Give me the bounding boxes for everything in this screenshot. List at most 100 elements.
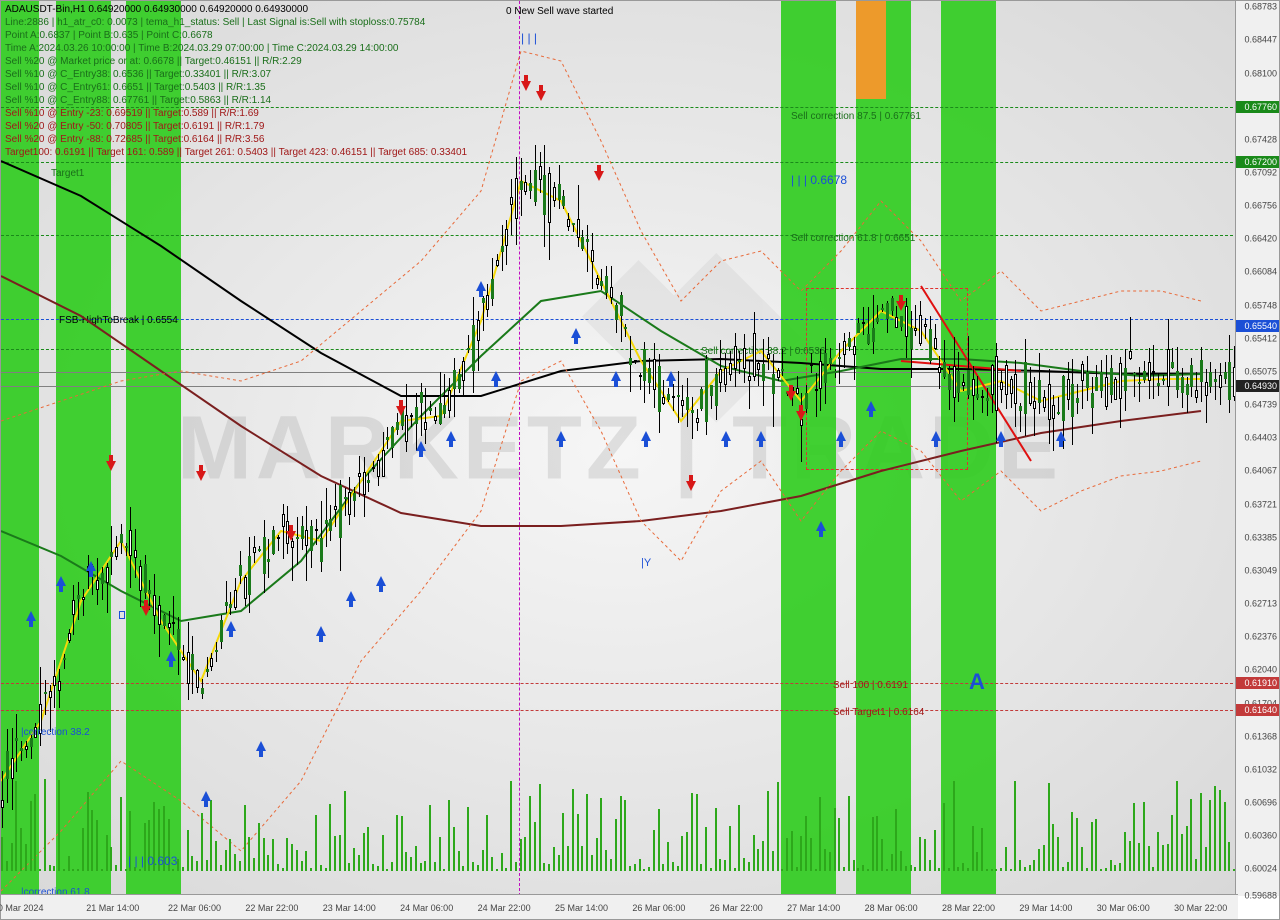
- price-tick: 0.66420: [1244, 235, 1277, 244]
- volume-bar: [534, 822, 536, 871]
- time-axis[interactable]: 20 Mar 202421 Mar 14:0022 Mar 06:0022 Ma…: [1, 894, 1238, 919]
- volume-bar: [405, 852, 407, 871]
- volume-bar: [1224, 802, 1226, 871]
- price-axis[interactable]: 0.687830.684470.681000.677600.674280.670…: [1235, 1, 1279, 896]
- chart-annotation: A: [969, 669, 985, 695]
- volume-bar: [643, 869, 645, 871]
- volume-bar: [91, 810, 93, 871]
- info-line: Line:2886 | h1_atr_c0: 0.0073 | tema_h1_…: [5, 16, 467, 29]
- volume-bar: [401, 816, 403, 871]
- price-tick: 0.68447: [1244, 36, 1277, 45]
- info-line: Target100: 0.6191 || Target 161: 0.589 |…: [5, 146, 467, 159]
- volume-bar: [796, 867, 798, 871]
- info-line: Sell %10 @ C_Entry61: 0.6651 || Target:0…: [5, 81, 467, 94]
- volume-bar: [1219, 790, 1221, 871]
- price-marker: 0.61640: [1236, 704, 1279, 716]
- volume-bar: [1033, 860, 1035, 871]
- volume-bar: [658, 809, 660, 871]
- price-tick: 0.59688: [1244, 892, 1277, 901]
- volume-bar: [615, 819, 617, 871]
- level-label: Sell Target1 | 0.6164: [833, 707, 924, 718]
- time-tick: 22 Mar 06:00: [168, 903, 221, 913]
- volume-bar: [876, 816, 878, 871]
- volume-bar: [410, 857, 412, 871]
- volume-bar: [529, 796, 531, 871]
- volume-bar: [1143, 802, 1145, 871]
- volume-bar: [424, 861, 426, 871]
- volume-bar: [981, 828, 983, 871]
- time-tick: 20 Mar 2024: [0, 903, 43, 913]
- time-tick: 21 Mar 14:00: [86, 903, 139, 913]
- volume-bar: [77, 869, 79, 871]
- price-tick: 0.63721: [1244, 501, 1277, 510]
- volume-bar: [848, 796, 850, 871]
- time-tick: 27 Mar 14:00: [787, 903, 840, 913]
- volume-bar: [420, 863, 422, 871]
- volume-bar: [1048, 783, 1050, 871]
- time-tick: 24 Mar 22:00: [478, 903, 531, 913]
- volume-bar: [686, 832, 688, 871]
- volume-bar: [58, 780, 60, 871]
- volume-bar: [1167, 844, 1169, 871]
- volume-bar: [805, 816, 807, 871]
- volume-bar: [1052, 824, 1054, 871]
- price-tick: 0.64739: [1244, 401, 1277, 410]
- volume-bar: [581, 846, 583, 871]
- volume-bar: [524, 837, 526, 871]
- top-status-label: 0 New Sell wave started: [506, 6, 613, 17]
- volume-bar: [838, 818, 840, 871]
- volume-bar: [881, 839, 883, 871]
- volume-bar: [234, 854, 236, 872]
- volume-bar: [1186, 826, 1188, 871]
- level-label: FSB-HighToBreak | 0.6554: [59, 315, 178, 326]
- level-label: Sell correction 87.5 | 0.67761: [791, 111, 921, 122]
- volume-bar: [991, 869, 993, 871]
- chart-plot-area[interactable]: MARKETZ | TRADE Sell correction 87.5 | 0…: [1, 1, 1238, 896]
- symbol-name: ADAUSDT-Bin,H1: [5, 4, 86, 15]
- volume-bar: [206, 860, 208, 871]
- volume-bar: [467, 807, 469, 871]
- volume-bar: [182, 867, 184, 871]
- volume-bar: [106, 835, 108, 871]
- volume-bar: [705, 827, 707, 871]
- volume-bar: [767, 791, 769, 871]
- volume-bar: [667, 842, 669, 871]
- volume-bar: [672, 862, 674, 871]
- volume-bar: [738, 805, 740, 871]
- volume-bar: [1119, 863, 1121, 871]
- volume-bar: [120, 797, 122, 871]
- volume-bar: [938, 868, 940, 871]
- volume-bar: [1071, 812, 1073, 871]
- volume-bar: [1176, 781, 1178, 871]
- volume-bar: [486, 815, 488, 871]
- volume-bar: [853, 860, 855, 871]
- info-line: Time A:2024.03.26 10:00:00 | Time B:2024…: [5, 42, 467, 55]
- volume-bar: [1110, 860, 1112, 871]
- volume-bar: [577, 814, 579, 871]
- volume-bar: [1228, 842, 1230, 871]
- price-tick: 0.65412: [1244, 335, 1277, 344]
- price-marker: 0.67760: [1236, 101, 1279, 113]
- volume-bar: [900, 851, 902, 871]
- price-tick: 0.62713: [1244, 600, 1277, 609]
- volume-bar: [339, 835, 341, 871]
- volume-bar: [1019, 860, 1021, 871]
- volume-bar: [653, 830, 655, 871]
- info-line: Sell %10 @ Entry -23: 0.69519 || Target:…: [5, 107, 467, 120]
- volume-bar: [520, 839, 522, 871]
- volume-bar: [753, 835, 755, 871]
- volume-bar: [967, 868, 969, 871]
- chart-container[interactable]: MARKETZ | TRADE Sell correction 87.5 | 0…: [0, 0, 1280, 920]
- price-tick: 0.64403: [1244, 434, 1277, 443]
- volume-bar: [905, 866, 907, 871]
- volume-bar: [1133, 803, 1135, 871]
- volume-bar: [1214, 786, 1216, 871]
- volume-bar: [624, 800, 626, 871]
- volume-bar: [429, 805, 431, 871]
- volume-bar: [96, 820, 98, 871]
- volume-bar: [677, 866, 679, 871]
- volume-bar: [1209, 800, 1211, 871]
- volume-bar: [886, 869, 888, 871]
- price-marker: 0.61910: [1236, 677, 1279, 689]
- volume-bar: [972, 826, 974, 871]
